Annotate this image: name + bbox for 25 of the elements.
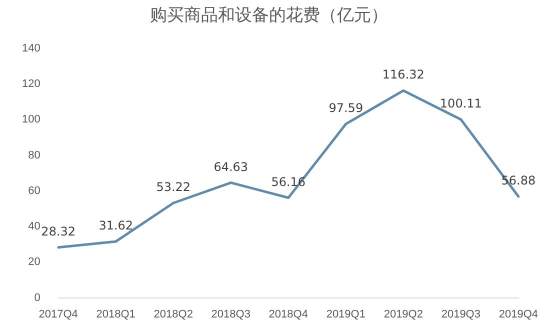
y-tick-label: 60 xyxy=(28,184,40,197)
y-tick-label: 120 xyxy=(22,78,40,90)
x-tick-label: 2019Q1 xyxy=(326,308,366,320)
data-label: 97.59 xyxy=(328,101,364,116)
x-tick-label: 2018Q2 xyxy=(154,308,193,320)
x-tick-label: 2018Q1 xyxy=(96,308,136,320)
data-label: 116.32 xyxy=(382,68,424,82)
x-tick-label: 2018Q4 xyxy=(268,308,308,320)
x-tick-label: 2018Q3 xyxy=(211,308,250,320)
data-label: 53.22 xyxy=(156,180,191,194)
data-label: 31.62 xyxy=(98,218,134,233)
x-tick-label: 2017Q4 xyxy=(38,308,78,320)
y-tick-label: 20 xyxy=(28,256,40,268)
x-tick-label: 2019Q2 xyxy=(384,308,423,320)
data-label: 100.11 xyxy=(440,96,482,111)
x-tick-label: 2019Q3 xyxy=(441,308,480,320)
y-tick-label: 0 xyxy=(34,292,40,304)
y-tick-label: 40 xyxy=(28,220,40,233)
x-tick-label: 2019Q4 xyxy=(498,308,538,320)
data-label: 28.32 xyxy=(41,224,76,238)
y-tick-label: 140 xyxy=(22,42,40,54)
y-tick-label: 80 xyxy=(28,149,40,162)
data-label: 64.63 xyxy=(214,160,248,174)
chart-title: 购买商品和设备的花费（亿元） xyxy=(150,6,388,26)
y-tick-label: 100 xyxy=(22,114,40,126)
